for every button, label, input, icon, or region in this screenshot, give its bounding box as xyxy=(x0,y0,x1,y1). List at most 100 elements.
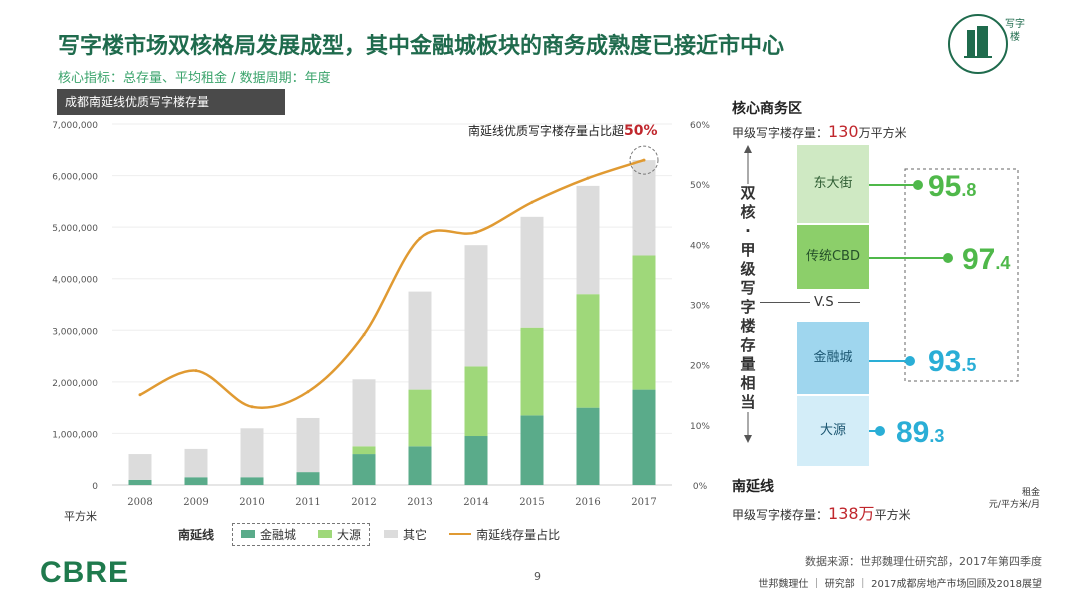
highlight-circle xyxy=(629,145,659,175)
area-box-dayuan: 大源 xyxy=(797,396,869,466)
bar-0-2016 xyxy=(576,407,600,485)
ratio-line xyxy=(139,158,645,409)
south-stock-unit: 平方米 xyxy=(874,508,911,522)
ratio-point-2009 xyxy=(194,369,198,373)
bar-0-2017 xyxy=(632,389,656,485)
x-tick-label: 2010 xyxy=(239,497,264,508)
y-axis-unit: 平方米 xyxy=(64,510,97,523)
bar-1-2013 xyxy=(408,389,432,447)
y-tick-label: 3,000,000 xyxy=(52,327,98,337)
annotation-value: 50% xyxy=(624,123,658,139)
legend-swatch xyxy=(384,530,399,538)
ratio-point-2015 xyxy=(530,200,534,204)
bar-0-2008 xyxy=(128,479,152,485)
bar-0-2010 xyxy=(240,477,264,485)
south-stock: 甲级写字楼存量：138万平方米 xyxy=(732,500,911,524)
vertical-label: 双核·甲级写字楼存量相当 xyxy=(739,184,757,412)
bar-0-2013 xyxy=(408,446,432,485)
core-stock-unit: 万平方米 xyxy=(858,126,907,140)
ratio-point-2010 xyxy=(250,405,254,409)
y2-tick-label: 10% xyxy=(690,422,710,432)
y-tick-label: 1,000,000 xyxy=(52,430,98,440)
data-source: 数据来源：世邦魏理仕研究部，2017年第四季度 xyxy=(805,555,1042,568)
core-stock: 甲级写字楼存量：130万平方米 xyxy=(732,122,907,141)
rent-value-jinrongcheng: 93.5 xyxy=(928,345,976,379)
bar-1-2017 xyxy=(632,255,656,390)
rent-dec: .5 xyxy=(961,355,977,375)
bar-1-2014 xyxy=(464,366,488,437)
ratio-point-2016 xyxy=(586,176,590,180)
bar-2-2008 xyxy=(128,454,152,480)
y-tick-label: 4,000,000 xyxy=(52,276,98,286)
x-tick-label: 2014 xyxy=(463,497,488,508)
legend-swatch xyxy=(318,530,333,538)
area-box-cbd: 传统CBD xyxy=(797,225,869,289)
legend-item-other: 其它 xyxy=(384,526,427,543)
bar-2-2009 xyxy=(184,448,208,478)
rent-dec: .4 xyxy=(995,253,1011,273)
chart-tag: 成都南延线优质写字楼存量 xyxy=(57,89,285,115)
annotation-text: 南延线优质写字楼存量占比超 xyxy=(468,124,625,138)
area-box-jinrongcheng: 金融城 xyxy=(797,322,869,394)
y2-tick-label: 30% xyxy=(690,302,710,312)
footer-company: 世邦魏理仕 ｜ 研究部 ｜ 2017成都房地产市场回顾及2018展望 xyxy=(758,579,1042,590)
rent-int: 89 xyxy=(896,416,930,449)
x-tick-label: 2013 xyxy=(407,497,432,508)
bar-2-2014 xyxy=(464,245,488,367)
bar-2-2011 xyxy=(296,417,320,473)
y2-tick-label: 40% xyxy=(690,241,710,251)
legend-line xyxy=(449,533,472,535)
legend-swatch xyxy=(241,530,256,538)
legend-item-ratio: 南延线存量占比 xyxy=(449,526,560,543)
page-title: 写字楼市场双核格局发展成型，其中金融城板块的商务成熟度已接近市中心 xyxy=(58,34,785,59)
x-tick-label: 2015 xyxy=(519,497,544,508)
bar-1-2012 xyxy=(352,446,376,455)
x-tick-label: 2008 xyxy=(127,497,152,508)
rent-unit-text: 元/平方米/月 xyxy=(988,500,1040,510)
ratio-point-2011 xyxy=(306,390,310,394)
bar-2-2013 xyxy=(408,291,432,390)
rent-int: 93 xyxy=(928,345,962,378)
rent-int: 95 xyxy=(928,170,962,203)
legend-item-jinrongcheng: 金融城 xyxy=(241,526,296,543)
vs-label: V.S xyxy=(810,295,838,310)
bar-2-2017 xyxy=(632,160,656,256)
y-tick-label: 0 xyxy=(92,482,98,492)
rent-int: 97 xyxy=(962,243,996,276)
x-tick-label: 2011 xyxy=(295,497,320,508)
x-tick-label: 2016 xyxy=(575,497,600,508)
page-number: 9 xyxy=(534,570,541,583)
area-box-dongdajie: 东大街 xyxy=(797,145,869,223)
bar-0-2014 xyxy=(464,436,488,485)
bar-2-2016 xyxy=(576,185,600,295)
bar-0-2015 xyxy=(520,415,544,485)
rent-unit: 租金 元/平方米/月 xyxy=(989,487,1040,511)
ratio-point-2017 xyxy=(642,158,646,162)
rent-value-dayuan: 89.3 xyxy=(896,416,944,450)
y2-tick-label: 0% xyxy=(693,482,708,492)
ratio-point-2008 xyxy=(138,393,142,397)
rent-dec: .8 xyxy=(961,180,977,200)
bar-2-2010 xyxy=(240,428,264,478)
y-tick-label: 6,000,000 xyxy=(52,173,98,183)
bar-0-2009 xyxy=(184,477,208,485)
cbre-logo: CBRE xyxy=(40,556,130,589)
legend-group-box: 金融城 大源 xyxy=(232,522,371,546)
x-tick-label: 2017 xyxy=(631,497,656,508)
core-title: 核心商务区 xyxy=(732,101,802,117)
page-subtitle: 核心指标：总存量、平均租金 / 数据周期：年度 xyxy=(58,71,331,86)
bar-1-2016 xyxy=(576,294,600,408)
x-tick-label: 2009 xyxy=(183,497,208,508)
bar-1-2015 xyxy=(520,327,544,416)
office-building-icon xyxy=(948,14,1008,74)
south-stock-label: 甲级写字楼存量： xyxy=(732,508,829,522)
rent-value-dongdajie: 95.8 xyxy=(928,170,976,204)
y-tick-label: 5,000,000 xyxy=(52,224,98,234)
legend-title: 南延线 xyxy=(178,527,215,542)
chart-legend: 南延线 金融城 大源 其它 南延线存量占比 xyxy=(178,522,582,546)
rent-value-cbd: 97.4 xyxy=(962,243,1010,277)
y-tick-label: 7,000,000 xyxy=(52,121,98,131)
x-tick-label: 2012 xyxy=(351,497,376,508)
ratio-point-2014 xyxy=(474,230,478,234)
